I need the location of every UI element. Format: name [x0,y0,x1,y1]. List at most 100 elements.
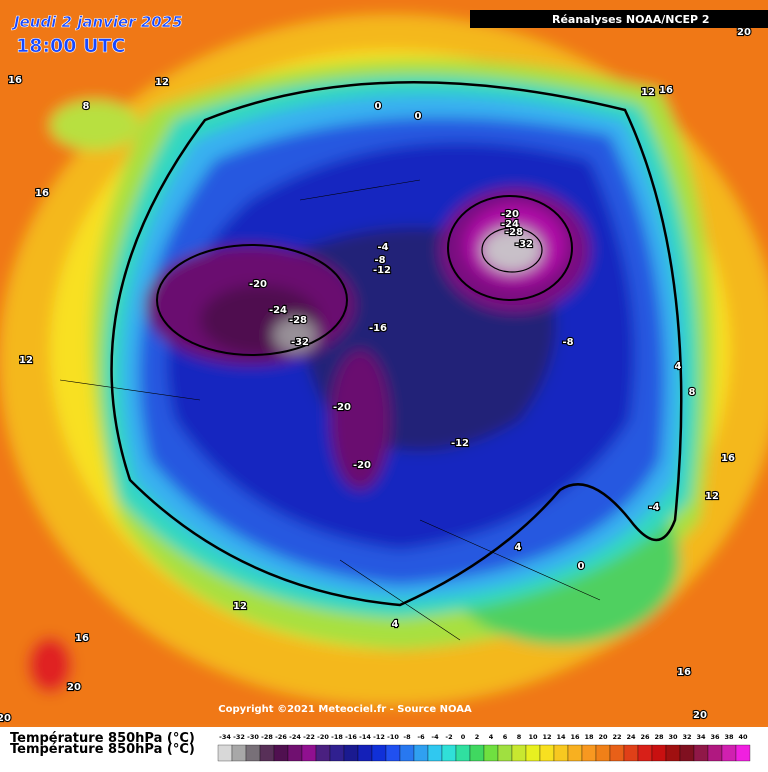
legend-value: 22 [612,733,621,741]
legend-value: -10 [387,733,399,741]
contour-label: 12 [155,77,169,88]
legend-swatch [567,744,583,762]
legend-value: 4 [489,733,494,741]
legend-value: 16 [570,733,580,741]
contour-label: -24 [269,305,287,316]
legend-value: 12 [542,733,551,741]
contour-label: -8 [562,337,573,348]
legend-swatch [357,744,373,762]
contour-label: 0 [375,101,382,112]
contour-label: -4 [377,242,388,253]
legend-value: 20 [598,733,608,741]
legend-swatch [413,744,429,762]
legend-value: -30 [247,733,259,741]
legend-swatch [231,744,247,762]
legend-swatch [525,744,541,762]
legend-value: 34 [696,733,706,741]
contour-label: 16 [721,453,735,464]
legend-swatch [609,744,625,762]
contour-label: 20 [693,710,707,721]
contour-label: -24 [501,219,519,230]
legend-swatch [469,744,485,762]
legend-swatch [707,744,723,762]
legend-swatch [721,744,737,762]
legend-swatch [441,744,457,762]
contour-label: -8 [374,255,385,266]
legend-value: 0 [461,733,466,741]
legend-value: 26 [640,733,650,741]
contour-label: 16 [8,75,22,86]
legend-swatch [679,744,695,762]
legend-value: -8 [403,733,411,741]
legend-swatch [455,744,471,762]
source-bar [470,10,768,28]
legend-value: -16 [345,733,357,741]
contours [59,81,683,641]
legend-value: 8 [517,733,522,741]
legend-value: -32 [233,733,245,741]
contour-label: 12 [705,491,719,502]
legend-value: 28 [654,733,664,741]
contour-label: 4 [675,361,682,372]
contour-label: 16 [659,85,673,96]
copyright: Copyright ©2021 Meteociel.fr - Source NO… [218,704,472,715]
contour-label: 16 [677,667,691,678]
contour-label: 0 [415,111,422,122]
contour-label: -16 [369,323,387,334]
contour-label: -4 [648,502,659,513]
legend-value: -34 [219,733,231,741]
time: 18:00 UTC [16,35,125,57]
legend-swatch [343,744,359,762]
legend-swatch [259,744,275,762]
contour-label: 20 [737,27,751,38]
legend-value: -28 [261,733,273,741]
contour-label: 12 [641,87,655,98]
legend-title-shadow: Température 850hPa (°C) [10,742,195,757]
contour-label: -12 [373,265,391,276]
contour-label: 16 [75,633,89,644]
contour-label: -12 [451,438,469,449]
contour-label: -32 [291,337,309,348]
legend-swatch [371,744,387,762]
legend-swatch [497,744,513,762]
legend-swatch [693,744,709,762]
legend-value: -4 [431,733,439,741]
legend-swatch [511,744,527,762]
contour-label: 12 [233,601,247,612]
legend-swatch [651,744,667,762]
contour-label: -28 [289,315,307,326]
legend-value: 10 [528,733,538,741]
legend-swatch [217,744,233,762]
title: Jeudi 2 janvier 2025 [11,13,183,31]
legend-swatch [553,744,569,762]
contour-label: 4 [392,619,399,630]
legend-swatch [245,744,261,762]
legend-value: -20 [317,733,329,741]
contour-label: 8 [689,387,696,398]
legend-value: -22 [303,733,315,741]
legend-value: 32 [682,733,691,741]
legend-swatch [273,744,289,762]
legend-swatch [427,744,443,762]
contour-label: -20 [249,279,267,290]
legend-swatch [595,744,611,762]
temperature-field [0,0,768,740]
legend-swatch [581,744,597,762]
legend-value: 24 [626,733,636,741]
legend-value: 38 [724,733,734,741]
contour-label: -20 [353,460,371,471]
legend-swatch [287,744,303,762]
contour-label: 16 [35,188,49,199]
legend-title: Température 850hPa (°C) [10,731,195,746]
legend-value: -12 [373,733,385,741]
legend-value: -2 [445,733,452,741]
legend-value: 40 [738,733,748,741]
legend-value: -18 [331,733,343,741]
legend-value: 30 [668,733,678,741]
legend-value: 18 [584,733,594,741]
legend-value: -26 [275,733,287,741]
contour-label: 12 [19,355,33,366]
contour-label: -32 [515,239,533,250]
legend-swatch [665,744,681,762]
contour-label: -28 [505,227,523,238]
